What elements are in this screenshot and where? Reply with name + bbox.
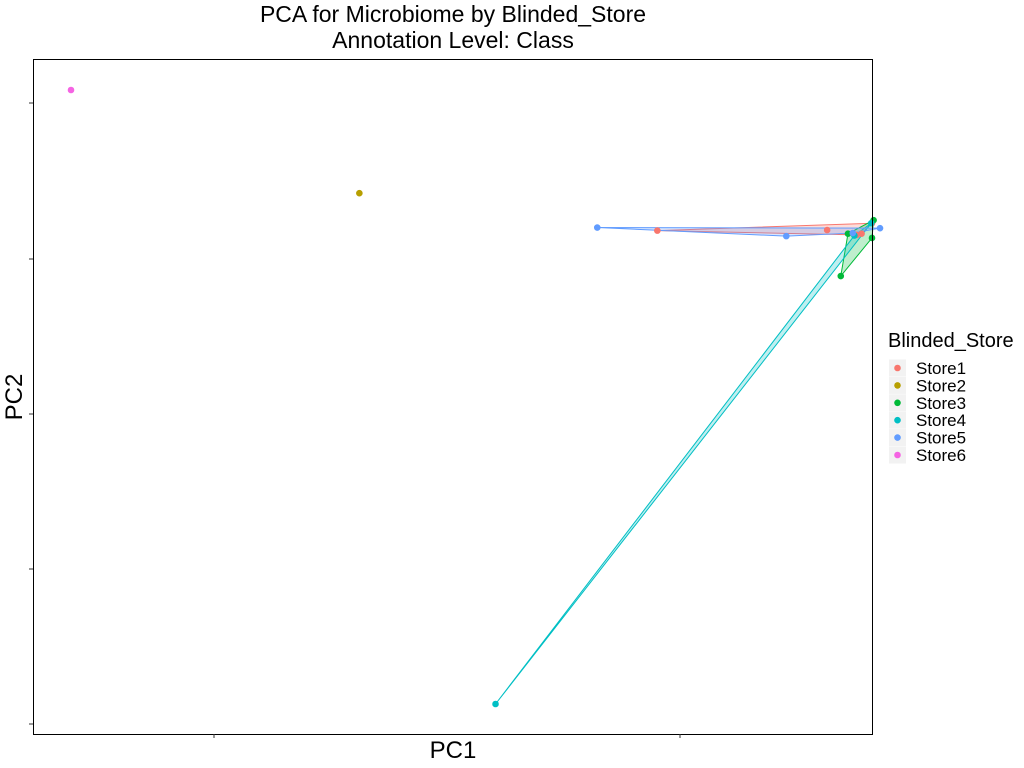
store3-point	[844, 230, 852, 237]
plot-area	[67, 86, 884, 708]
store4-point	[867, 219, 875, 227]
legend-marker-store1	[894, 364, 901, 372]
legend-label-store2: Store2	[916, 376, 966, 395]
store2-point	[356, 189, 363, 197]
y-axis-label: PC2	[1, 374, 28, 421]
chart-title: PCA for Microbiome by Blinded_Store	[260, 1, 646, 27]
chart-subtitle: Annotation Level: Class	[332, 27, 574, 53]
legend-label-store6: Store6	[916, 446, 966, 465]
store3-point	[837, 272, 845, 280]
legend-label-store1: Store1	[916, 359, 966, 378]
x-axis-label: PC1	[430, 737, 477, 764]
x-ticks	[213, 734, 681, 738]
legend-marker-store3	[894, 399, 901, 407]
store4-hull	[495, 222, 872, 705]
store1-point	[654, 227, 661, 234]
plot-border	[33, 59, 873, 735]
store5-point	[593, 224, 601, 231]
store5-point	[849, 229, 857, 237]
legend-label-store4: Store4	[916, 411, 966, 430]
legend-marker-store5	[894, 434, 901, 441]
legend-label-store5: Store5	[916, 429, 966, 448]
legend-title: Blinded_Store	[888, 330, 1014, 352]
legend-marker-store2	[894, 382, 901, 389]
store4-point	[492, 700, 499, 708]
store5-point	[782, 232, 790, 240]
legend-marker-store6	[894, 451, 901, 459]
store5-point	[876, 224, 884, 232]
store6-point	[67, 86, 75, 94]
legend-marker-store4	[894, 416, 901, 424]
legend-label-store3: Store3	[916, 394, 966, 413]
store1-point	[823, 226, 831, 234]
y-ticks	[29, 102, 33, 725]
